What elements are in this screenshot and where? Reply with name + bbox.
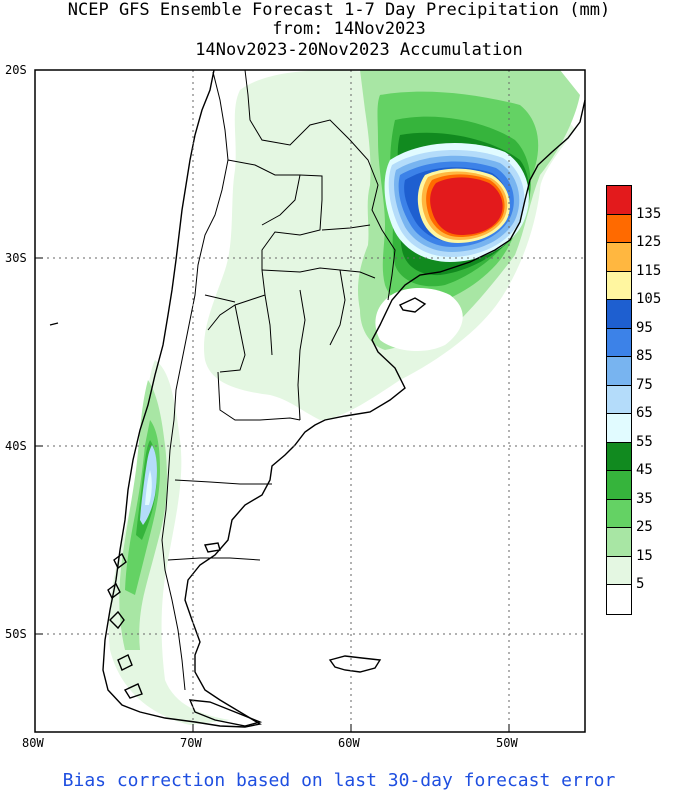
legend-swatch	[607, 585, 631, 614]
color-legend	[606, 185, 632, 615]
legend-swatch	[607, 186, 631, 215]
legend-label: 45	[636, 462, 653, 478]
legend-label: 95	[636, 319, 653, 336]
legend-label: 25	[636, 519, 653, 535]
lat-label-30s: 30S	[5, 251, 27, 265]
legend-label: 15	[636, 547, 653, 564]
legend-label: 75	[636, 376, 653, 393]
legend-label: 85	[636, 348, 653, 364]
legend-swatch	[607, 528, 631, 557]
legend-label: 55	[636, 433, 653, 450]
chart-title: NCEP GFS Ensemble Forecast 1-7 Day Preci…	[67, 0, 611, 20]
legend-swatch	[607, 243, 631, 272]
legend-swatch	[607, 471, 631, 500]
bias-correction-note: Bias correction based on last 30-day for…	[62, 770, 616, 791]
legend-swatch	[607, 499, 631, 528]
lat-label-50s: 50S	[5, 627, 27, 641]
legend-label: 115	[636, 262, 662, 279]
lon-label-80w: 80W	[22, 736, 44, 750]
forecast-date: from: 14Nov2023	[272, 19, 426, 39]
legend-label: 65	[636, 405, 653, 421]
lat-label-40s: 40S	[5, 439, 27, 453]
coastline	[49, 69, 586, 728]
legend-label: 5	[636, 576, 645, 592]
lon-label-50w: 50W	[496, 736, 518, 750]
legend-swatch	[607, 414, 631, 443]
legend-label: 125	[636, 234, 662, 250]
legend-swatch	[607, 556, 631, 585]
legend-swatch	[607, 271, 631, 300]
precip-shading	[108, 70, 580, 725]
legend-swatch	[607, 385, 631, 414]
legend-swatch	[607, 300, 631, 329]
legend-swatch	[607, 357, 631, 386]
legend-swatch	[607, 328, 631, 357]
grid-lines	[35, 70, 585, 732]
lat-label-20s: 20S	[5, 63, 27, 77]
legend-swatch	[607, 442, 631, 471]
legend-label: 105	[636, 291, 662, 307]
lon-label-60w: 60W	[338, 736, 360, 750]
accumulation-period: 14Nov2023-20Nov2023 Accumulation	[195, 40, 523, 60]
plot-frame	[34, 69, 586, 733]
lon-label-70w: 70W	[180, 736, 202, 750]
legend-label: 35	[636, 490, 653, 507]
political-borders	[161, 69, 396, 691]
legend-label: 135	[636, 205, 662, 222]
legend-swatch	[607, 214, 631, 243]
